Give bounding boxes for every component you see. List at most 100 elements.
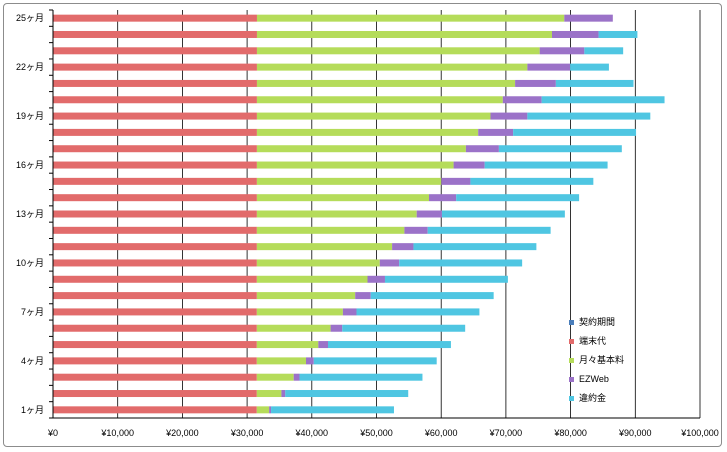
bar-segment-4: [281, 390, 286, 398]
bar-segment-3: [256, 308, 343, 316]
bar-segment-2: [53, 47, 257, 55]
y-tick-label: 25ヶ月: [16, 13, 44, 23]
bar-segment-5: [470, 177, 594, 185]
bar-segment-2: [53, 275, 257, 283]
bar-segment-3: [256, 324, 331, 332]
x-tick-label: ¥70,000: [489, 428, 523, 438]
legend-label: 端末代: [579, 335, 606, 346]
x-tick-label: ¥40,000: [295, 428, 329, 438]
bar-segment-3: [256, 259, 380, 267]
bar-segment-2: [53, 79, 257, 87]
bar-segment-2: [53, 210, 257, 218]
bar-segment-3: [256, 243, 393, 251]
x-tick-label: ¥50,000: [359, 428, 393, 438]
y-tick-label: 13ヶ月: [16, 209, 44, 219]
bar-segment-4: [392, 243, 414, 251]
legend-swatch: [569, 358, 574, 363]
bar-segment-3: [256, 63, 528, 71]
bar-segment-5: [584, 47, 624, 55]
bar-segment-2: [53, 112, 257, 120]
bar-segment-4: [502, 96, 542, 104]
bar-segment-3: [256, 79, 516, 87]
bar-segment-3: [256, 357, 307, 365]
x-tick-label: ¥0: [47, 428, 58, 438]
bar-segment-5: [356, 308, 480, 316]
bar-segment-4: [355, 292, 371, 300]
bar-segment-4: [527, 63, 571, 71]
bar-segment-3: [256, 96, 503, 104]
bar-segment-2: [53, 194, 257, 202]
bar-segment-4: [342, 308, 357, 316]
grid: [117, 10, 701, 418]
bar-segment-4: [416, 210, 442, 218]
bar-segment-4: [453, 161, 485, 169]
bar-segment-3: [256, 226, 405, 234]
bar-segment-4: [515, 79, 556, 87]
bar-segment-2: [53, 357, 257, 365]
bar-segment-3: [256, 210, 417, 218]
bar-segment-4: [564, 14, 613, 22]
bar-segment-3: [256, 341, 319, 349]
bar-segment-3: [256, 292, 356, 300]
y-tick-label: 7ヶ月: [21, 307, 44, 317]
bar-segment-5: [527, 112, 651, 120]
bar-segment-3: [256, 47, 540, 55]
bar-segment-3: [256, 373, 294, 381]
bar-segment-4: [478, 128, 514, 136]
bar-segment-2: [53, 292, 257, 300]
bar-segment-5: [427, 226, 551, 234]
bar-segment-5: [413, 243, 537, 251]
x-tick-label: ¥90,000: [618, 428, 652, 438]
chart-frame: [3, 3, 722, 447]
bar-segment-2: [53, 177, 257, 185]
bars: [53, 14, 665, 414]
bar-segment-4: [379, 259, 400, 267]
x-tick-label: ¥60,000: [424, 428, 458, 438]
bar-segment-4: [428, 194, 457, 202]
x-tick-label: ¥10,000: [100, 428, 134, 438]
bar-segment-5: [399, 259, 523, 267]
bar-segment-4: [490, 112, 528, 120]
y-tick-label: 10ヶ月: [16, 258, 44, 268]
bar-segment-4: [330, 324, 343, 332]
bar-segment-4: [539, 47, 585, 55]
legend-label: 月々基本料: [579, 354, 624, 365]
x-tick-label: ¥20,000: [165, 428, 199, 438]
bar-segment-2: [53, 341, 257, 349]
bar-segment-5: [570, 63, 609, 71]
bar-segment-5: [456, 194, 580, 202]
bar-segment-2: [53, 14, 257, 22]
bar-segment-2: [53, 243, 257, 251]
legend-swatch: [569, 339, 574, 344]
bar-segment-5: [498, 145, 622, 153]
bar-segment-5: [598, 30, 638, 38]
legend-label: EZWeb: [579, 374, 609, 384]
bar-segment-2: [53, 324, 257, 332]
bar-segment-2: [53, 390, 257, 398]
bar-segment-3: [256, 30, 552, 38]
bar-segment-2: [53, 406, 257, 414]
y-tick-label: 19ヶ月: [16, 111, 44, 121]
bar-segment-2: [53, 308, 257, 316]
bar-segment-2: [53, 96, 257, 104]
bar-segment-3: [256, 14, 565, 22]
axes: ¥0 ¥10,000 ¥20,000 ¥30,000 ¥40,000 ¥50,000 ¥60…: [16, 9, 719, 438]
bar-segment-2: [53, 259, 257, 267]
bar-segment-2: [53, 145, 257, 153]
bar-segment-2: [53, 30, 257, 38]
bar-segment-2: [53, 128, 257, 136]
x-tick-label: ¥80,000: [553, 428, 587, 438]
bar-segment-5: [370, 292, 494, 300]
bar-segment-4: [306, 357, 314, 365]
bar-segment-3: [256, 406, 270, 414]
bar-segment-3: [256, 275, 368, 283]
y-tick-label: 16ヶ月: [16, 160, 44, 170]
legend-swatch: [569, 320, 574, 325]
bar-segment-4: [404, 226, 428, 234]
y-tick-label: 1ヶ月: [21, 405, 44, 415]
bar-segment-4: [367, 275, 385, 283]
bar-segment-4: [441, 177, 471, 185]
bar-segment-5: [541, 96, 665, 104]
